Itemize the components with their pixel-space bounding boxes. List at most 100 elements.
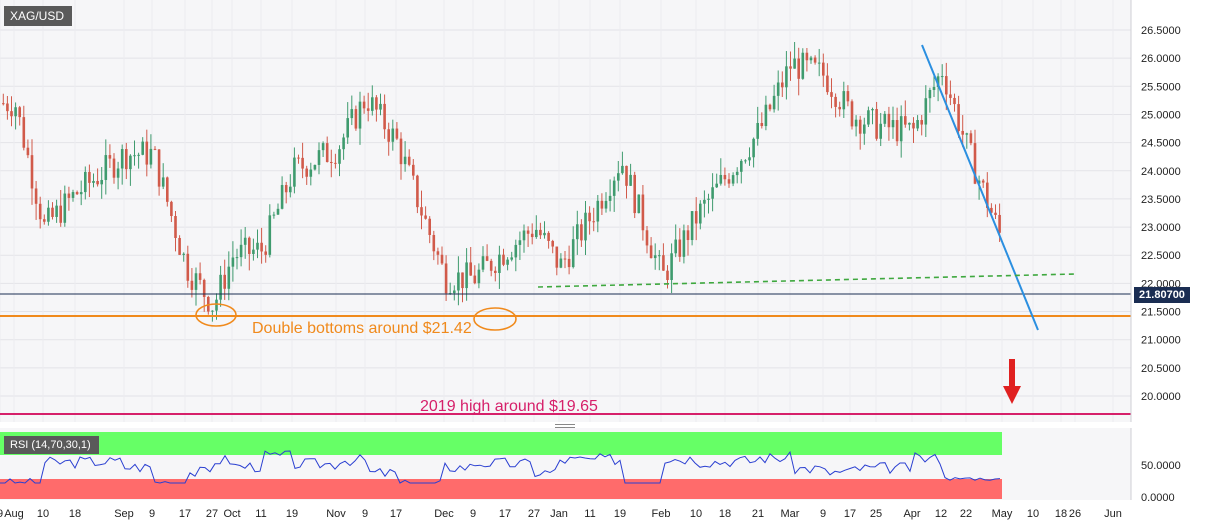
candle-body <box>510 257 513 259</box>
price-chart[interactable]: 26.5000 26.0000 25.5000 25.0000 24.5000 24.00… <box>0 0 1207 428</box>
candle-body <box>117 168 120 177</box>
candle-body <box>420 207 423 215</box>
candle-body <box>744 160 747 161</box>
candle-body <box>752 139 755 157</box>
y-tick-label: 26.5000 <box>1141 25 1181 37</box>
candle-body <box>92 181 95 183</box>
candle-body <box>109 155 112 159</box>
candle-body <box>195 273 198 290</box>
symbol-badge: XAG/USD <box>4 6 72 26</box>
candle-body <box>982 181 985 183</box>
candle-body <box>170 202 173 216</box>
candle-body <box>244 238 247 245</box>
candle-body <box>908 123 911 125</box>
candle-body <box>88 172 91 183</box>
candle-body <box>736 172 739 175</box>
candle-body <box>43 219 46 222</box>
candle-body <box>502 255 505 265</box>
candle-body <box>6 103 9 111</box>
candle-body <box>297 158 300 159</box>
candle-body <box>105 155 108 180</box>
candle-body <box>125 149 128 169</box>
candle-body <box>556 247 559 268</box>
candle-body <box>223 275 226 289</box>
candle-body <box>498 255 501 273</box>
candle-body <box>551 241 554 247</box>
candle-body <box>400 139 403 165</box>
candle-body <box>826 76 829 93</box>
y-tick-label: 21.0000 <box>1141 335 1181 347</box>
candle-body <box>232 258 235 267</box>
candle-body <box>802 53 805 79</box>
candle-body <box>810 58 813 61</box>
candle-body <box>301 158 304 169</box>
candle-body <box>219 275 222 300</box>
candle-body <box>453 291 456 294</box>
y-tick-label: 25.0000 <box>1141 109 1181 121</box>
candle-body <box>941 76 944 77</box>
candle-body <box>412 165 415 176</box>
candle-body <box>818 63 821 64</box>
candle-body <box>674 240 677 254</box>
candle-body <box>916 120 919 128</box>
candle-body <box>375 97 378 109</box>
candle-body <box>920 120 923 125</box>
candle-body <box>597 201 600 222</box>
rsi-tick-50: 50.0000 <box>1141 460 1181 472</box>
candle-body <box>465 262 468 288</box>
candle-body <box>830 92 833 97</box>
candle-body <box>506 260 509 265</box>
candle-body <box>379 104 382 110</box>
candle-body <box>264 251 267 254</box>
candle-body <box>519 240 522 245</box>
candle-body <box>14 107 17 116</box>
candle-body <box>892 120 895 127</box>
candle-body <box>285 185 288 192</box>
candle-body <box>929 90 932 98</box>
candle-body <box>387 129 390 142</box>
rsi-panel[interactable]: 50.0000 0.0000 <box>0 428 1207 526</box>
candle-body <box>564 259 567 260</box>
candle-body <box>785 66 788 87</box>
candle-body <box>326 143 329 162</box>
candle-body <box>215 300 218 311</box>
candle-body <box>834 97 837 107</box>
candle-body <box>39 204 42 219</box>
candle-body <box>654 255 657 258</box>
candle-body <box>334 163 337 164</box>
candle-body <box>592 221 595 222</box>
candle-body <box>482 256 485 269</box>
candle-body <box>59 206 62 223</box>
candle-body <box>191 281 194 290</box>
candle-body <box>711 187 714 198</box>
y-tick-label: 22.5000 <box>1141 250 1181 262</box>
candle-body <box>23 117 26 148</box>
candle-body <box>806 53 809 61</box>
candle-body <box>933 87 936 90</box>
candle-body <box>900 116 903 141</box>
candle-body <box>305 169 308 177</box>
candle-body <box>646 230 649 245</box>
candle-body <box>691 211 694 240</box>
y-tick-label: 25.5000 <box>1141 81 1181 93</box>
candle-body <box>437 251 440 254</box>
candle-body <box>756 123 759 139</box>
candle-body <box>96 181 99 184</box>
candle-body <box>281 185 284 209</box>
rsi-indicator-label[interactable]: RSI (14,70,30,1) <box>4 436 99 454</box>
candle-body <box>486 256 489 261</box>
candle-body <box>605 201 608 209</box>
candle-body <box>871 109 874 110</box>
candle-body <box>371 97 374 111</box>
panel-resize-handle[interactable] <box>555 424 575 430</box>
candle-body <box>539 230 542 235</box>
candle-body <box>338 149 341 164</box>
candle-body <box>543 233 546 235</box>
candle-body <box>613 181 616 196</box>
candle-body <box>953 98 956 104</box>
candle-body <box>777 83 780 96</box>
candle-body <box>773 96 776 109</box>
candle-body <box>761 123 764 126</box>
candle-body <box>133 155 136 156</box>
candle-body <box>236 257 239 258</box>
